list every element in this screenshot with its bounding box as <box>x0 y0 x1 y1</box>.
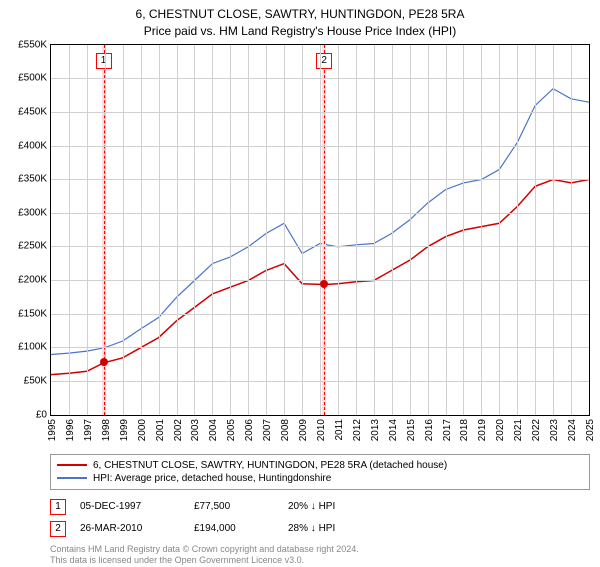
sale-point <box>320 280 328 288</box>
y-axis-label: £450K <box>18 106 47 117</box>
sale-date: 26-MAR-2010 <box>80 523 180 534</box>
y-axis-label: £350K <box>18 174 47 185</box>
sale-point <box>100 358 108 366</box>
sale-hpi: 28% ↓ HPI <box>288 523 335 534</box>
chart-plot-area: 12£0£50K£100K£150K£200K£250K£300K£350K£4… <box>50 44 590 416</box>
chart-container: 6, CHESTNUT CLOSE, SAWTRY, HUNTINGDON, P… <box>0 0 600 560</box>
x-axis-label: 2019 <box>477 419 488 441</box>
x-axis-label: 2025 <box>585 419 596 441</box>
x-axis-label: 2013 <box>370 419 381 441</box>
x-axis-label: 2014 <box>388 419 399 441</box>
x-axis-label: 2009 <box>298 419 309 441</box>
x-axis-label: 1996 <box>65 419 76 441</box>
x-axis-label: 2002 <box>173 419 184 441</box>
x-axis-label: 2015 <box>406 419 417 441</box>
sales-table: 1 05-DEC-1997 £77,500 20% ↓ HPI 2 26-MAR… <box>50 496 590 540</box>
footer: Contains HM Land Registry data © Crown c… <box>50 544 590 567</box>
y-axis-label: £500K <box>18 73 47 84</box>
legend-swatch <box>57 477 87 479</box>
x-axis-label: 2016 <box>424 419 435 441</box>
sale-hpi: 20% ↓ HPI <box>288 501 335 512</box>
sale-price: £77,500 <box>194 501 274 512</box>
x-axis-label: 2000 <box>137 419 148 441</box>
footer-line: This data is licensed under the Open Gov… <box>50 555 590 567</box>
y-axis-label: £150K <box>18 308 47 319</box>
y-axis-label: £400K <box>18 140 47 151</box>
sale-marker: 1 <box>50 499 66 515</box>
x-axis-label: 2011 <box>334 419 345 441</box>
x-axis-label: 1997 <box>83 419 94 441</box>
x-axis-label: 2010 <box>316 419 327 441</box>
x-axis-label: 1998 <box>101 419 112 441</box>
title-address: 6, CHESTNUT CLOSE, SAWTRY, HUNTINGDON, P… <box>0 6 600 23</box>
x-axis-label: 2003 <box>190 419 201 441</box>
x-axis-label: 2004 <box>208 419 219 441</box>
x-axis-label: 2021 <box>513 419 524 441</box>
table-row: 2 26-MAR-2010 £194,000 28% ↓ HPI <box>50 518 590 540</box>
y-axis-label: £50K <box>24 375 47 386</box>
y-axis-label: £300K <box>18 207 47 218</box>
table-row: 1 05-DEC-1997 £77,500 20% ↓ HPI <box>50 496 590 518</box>
x-axis-label: 2017 <box>442 419 453 441</box>
x-axis-label: 2001 <box>155 419 166 441</box>
legend-swatch <box>57 464 87 466</box>
x-axis-label: 2023 <box>549 419 560 441</box>
y-axis-label: £200K <box>18 275 47 286</box>
x-axis-label: 2012 <box>352 419 363 441</box>
y-axis-label: £250K <box>18 241 47 252</box>
x-axis-label: 2006 <box>244 419 255 441</box>
title-subtitle: Price paid vs. HM Land Registry's House … <box>0 23 600 40</box>
x-axis-label: 2018 <box>459 419 470 441</box>
x-axis-label: 1999 <box>119 419 130 441</box>
footer-line: Contains HM Land Registry data © Crown c… <box>50 544 590 556</box>
y-axis-label: £100K <box>18 342 47 353</box>
chart-marker-box: 1 <box>96 53 112 69</box>
sale-marker: 2 <box>50 521 66 537</box>
y-axis-label: £0 <box>36 409 47 420</box>
title-block: 6, CHESTNUT CLOSE, SAWTRY, HUNTINGDON, P… <box>0 0 600 40</box>
sale-price: £194,000 <box>194 523 274 534</box>
x-axis-label: 2022 <box>531 419 542 441</box>
legend-label: HPI: Average price, detached house, Hunt… <box>93 473 331 484</box>
legend: 6, CHESTNUT CLOSE, SAWTRY, HUNTINGDON, P… <box>50 454 590 490</box>
x-axis-label: 2024 <box>567 419 578 441</box>
legend-item: HPI: Average price, detached house, Hunt… <box>57 472 583 485</box>
x-axis-label: 2020 <box>495 419 506 441</box>
sale-date: 05-DEC-1997 <box>80 501 180 512</box>
x-axis-label: 2008 <box>280 419 291 441</box>
x-axis-label: 1995 <box>47 419 58 441</box>
chart-marker-box: 2 <box>316 53 332 69</box>
x-axis-label: 2005 <box>226 419 237 441</box>
y-axis-label: £550K <box>18 39 47 50</box>
x-axis-label: 2007 <box>262 419 273 441</box>
legend-item: 6, CHESTNUT CLOSE, SAWTRY, HUNTINGDON, P… <box>57 459 583 472</box>
legend-label: 6, CHESTNUT CLOSE, SAWTRY, HUNTINGDON, P… <box>93 460 447 471</box>
